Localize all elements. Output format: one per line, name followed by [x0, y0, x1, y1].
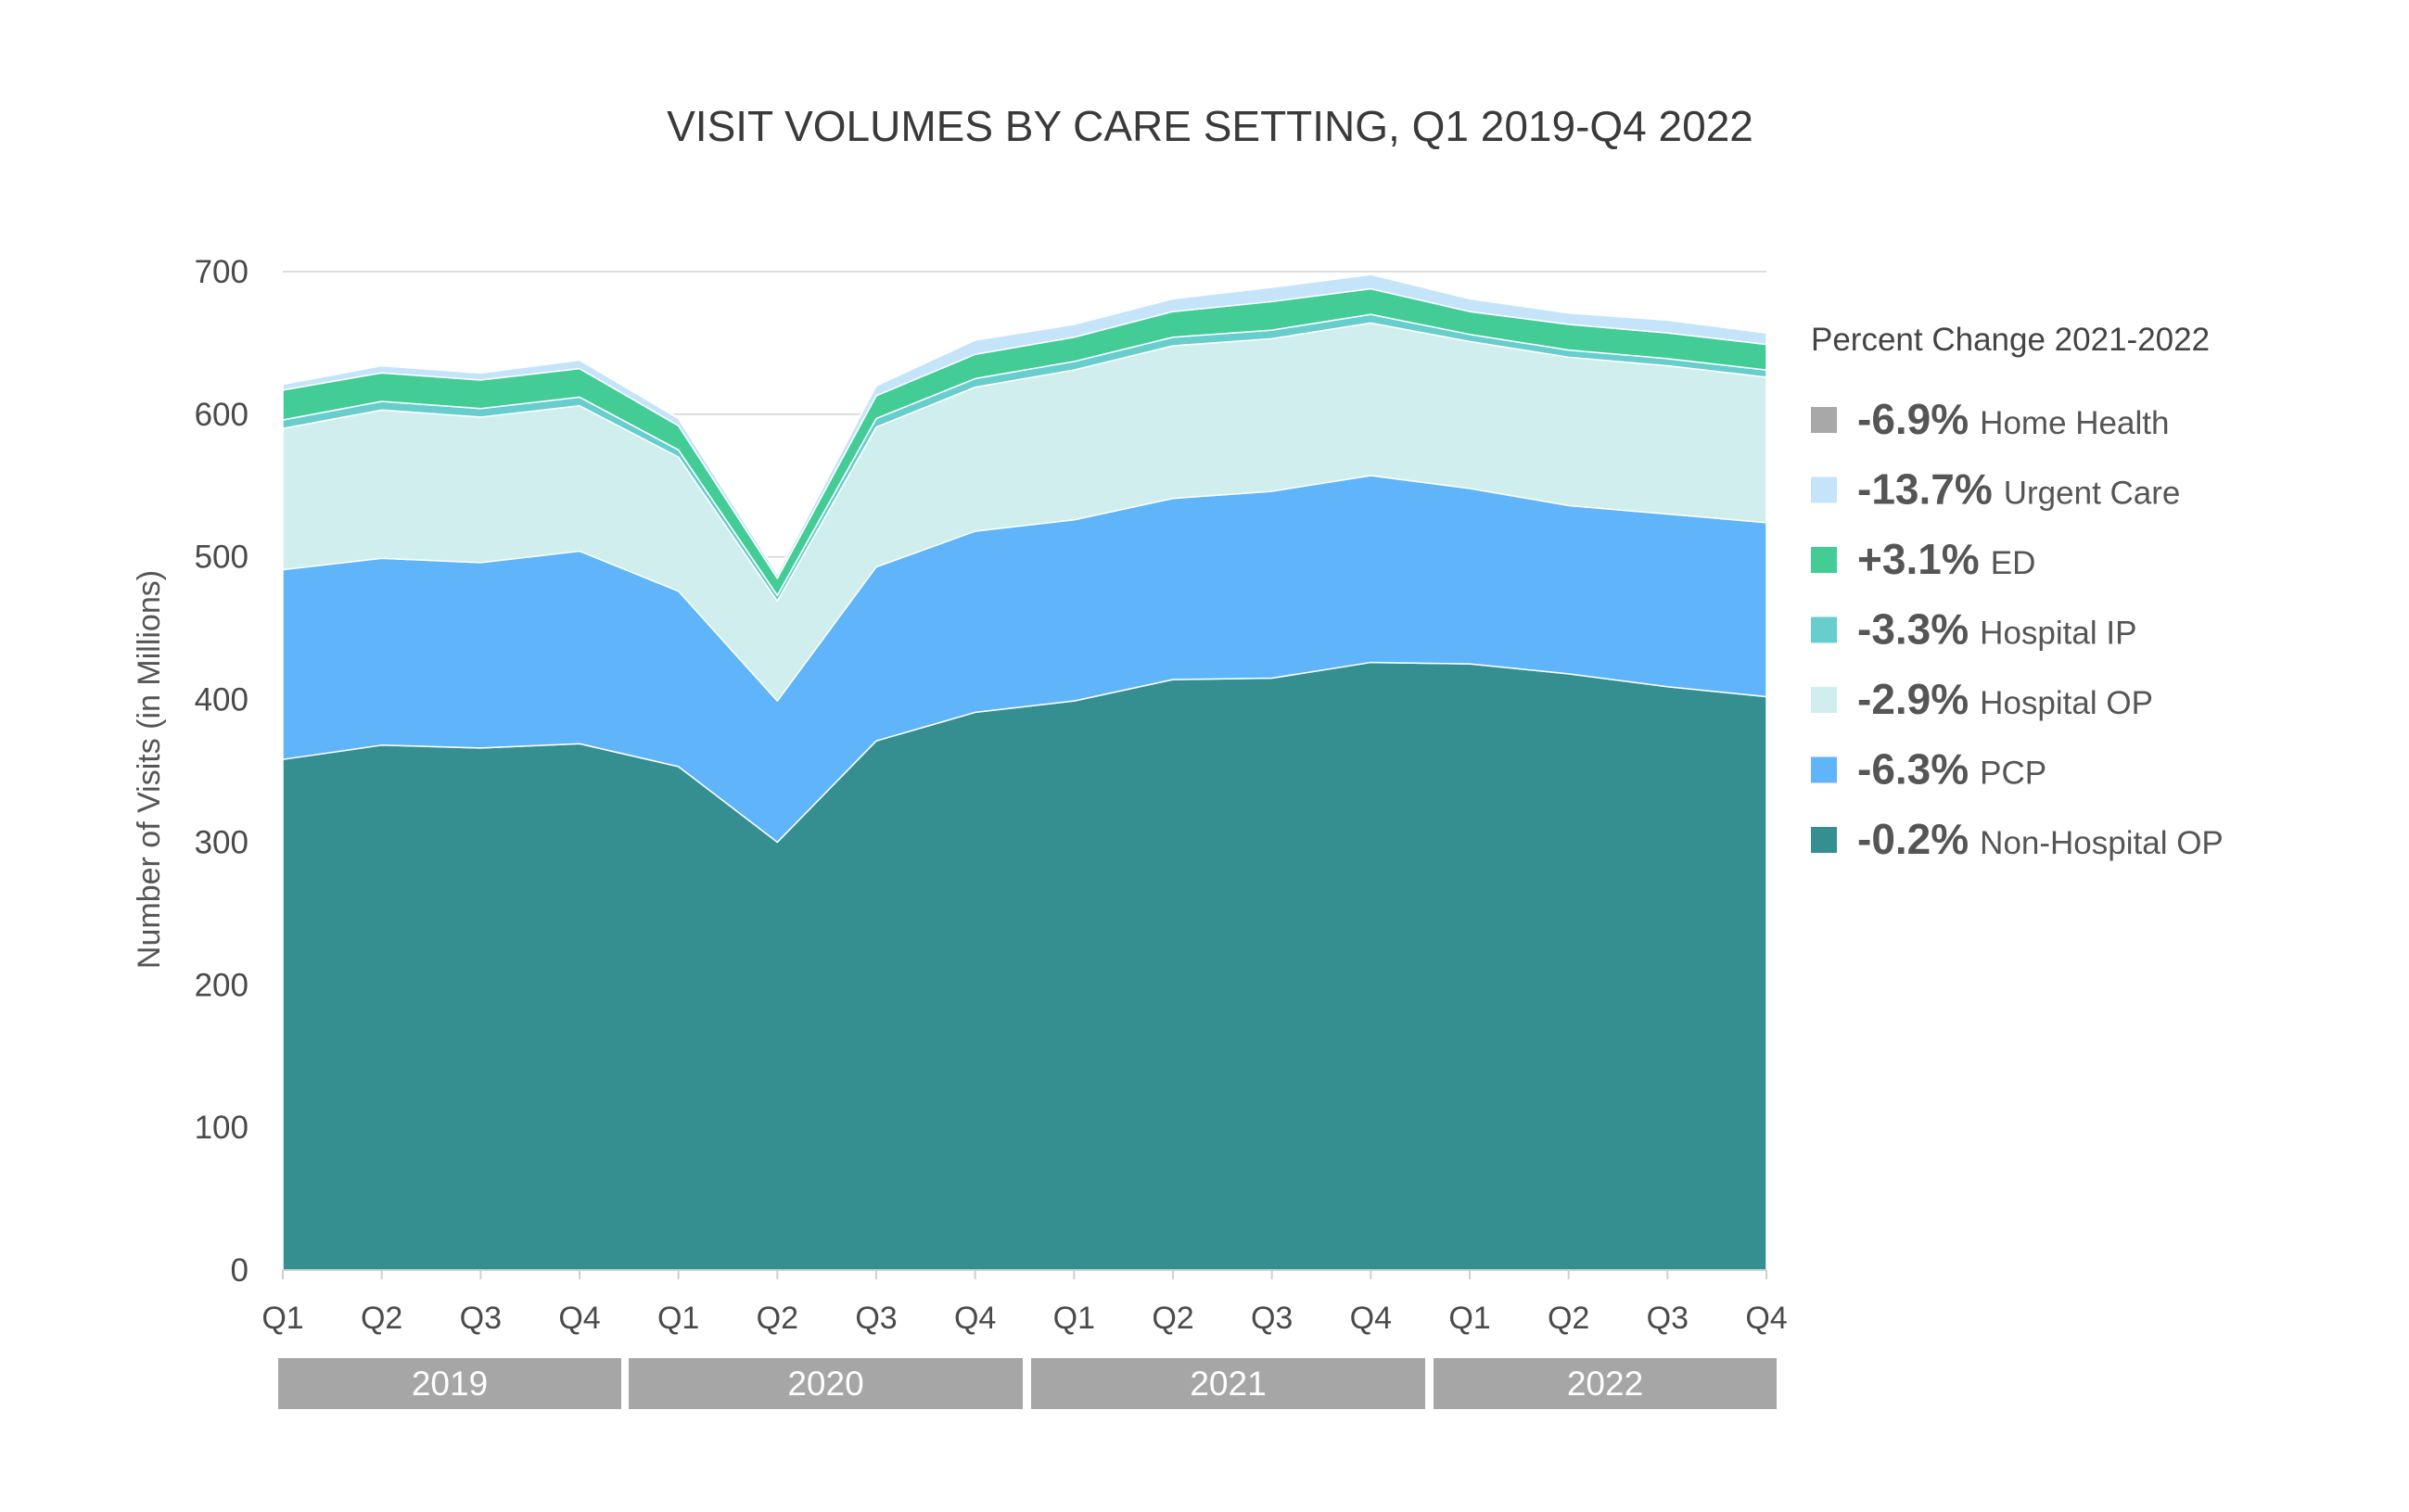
x-tick-label: Q2 — [757, 1301, 798, 1336]
legend-swatch-home-health — [1811, 407, 1837, 433]
x-tick-label: Q1 — [657, 1301, 699, 1336]
year-band — [629, 1358, 1023, 1409]
legend: Percent Change 2021-2022 -6.9% Home Healt… — [1811, 322, 2224, 863]
x-tick-label: Q3 — [1251, 1301, 1293, 1336]
year-label: 2022 — [1567, 1365, 1643, 1403]
y-tick-label: 700 — [195, 254, 249, 290]
x-tick-label: Q1 — [1448, 1301, 1490, 1336]
year-label: 2021 — [1190, 1365, 1266, 1403]
x-tick-label: Q4 — [1350, 1301, 1392, 1336]
legend-swatch-non-hospital-op — [1811, 827, 1837, 853]
y-tick-label: 600 — [195, 397, 249, 433]
x-axis: Q1 Q2 Q3 Q4 Q1 Q2 Q3 Q4 Q1 Q2 Q3 Q4 Q1 Q2 Q3 Q4 — [261, 1269, 1788, 1336]
x-tick-label: Q2 — [1152, 1301, 1193, 1336]
x-tick-label: Q2 — [361, 1301, 402, 1336]
y-tick-label: 100 — [195, 1110, 249, 1146]
legend-swatch-ed — [1811, 547, 1837, 573]
area-home-health — [282, 273, 1767, 575]
legend-entry-home-health: -6.9% Home Health — [1857, 395, 2169, 443]
x-tick-label: Q3 — [855, 1301, 897, 1336]
legend-title: Percent Change 2021-2022 — [1811, 322, 2210, 358]
legend-change-value: -6.9% — [1857, 395, 1969, 443]
x-tick-label: Q3 — [1647, 1301, 1689, 1336]
legend-entry-ed: +3.1% ED — [1857, 535, 2035, 583]
year-label: 2020 — [787, 1365, 863, 1403]
legend-swatch-hospital-ip — [1811, 616, 1837, 643]
year-label: 2019 — [412, 1365, 488, 1403]
legend-change-value: -6.3% — [1857, 745, 1969, 794]
y-tick-label: 300 — [195, 824, 249, 860]
legend-change-value: +3.1% — [1857, 535, 1980, 583]
legend-series-name: Home Health — [1980, 405, 2169, 441]
x-tick-label: Q4 — [954, 1301, 996, 1336]
y-tick-label: 500 — [195, 540, 249, 576]
year-band — [1434, 1358, 1777, 1409]
legend-change-value: -0.2% — [1857, 815, 1969, 863]
x-tick-label: Q4 — [558, 1301, 600, 1336]
legend-change-value: -2.9% — [1857, 675, 1969, 723]
year-bands: 2019 2020 2021 2022 — [278, 1358, 1777, 1409]
legend-entry-hospital-ip: -3.3% Hospital IP — [1857, 605, 2136, 654]
legend-entry-urgent-care: -13.7% Urgent Care — [1857, 465, 2180, 514]
legend-swatch-pcp — [1811, 756, 1837, 783]
legend-swatch-hospital-op — [1811, 687, 1837, 713]
legend-series-name: Hospital OP — [1980, 685, 2153, 721]
area-series-group — [282, 273, 1767, 1271]
x-tick-label: Q2 — [1548, 1301, 1589, 1336]
chart-title: VISIT VOLUMES BY CARE SETTING, Q1 2019-Q… — [667, 102, 1753, 150]
area-non-hospital-op — [282, 661, 1767, 1271]
y-tick-label: 400 — [195, 682, 249, 718]
x-tick-label: Q4 — [1745, 1301, 1787, 1336]
x-tick-label: Q1 — [1053, 1301, 1095, 1336]
legend-change-value: -3.3% — [1857, 605, 1969, 654]
legend-series-name: ED — [1991, 545, 2036, 581]
y-tick-label: 200 — [195, 967, 249, 1003]
y-axis: 0 100 200 300 400 500 600 700 — [195, 254, 249, 1289]
year-band — [278, 1358, 621, 1409]
legend-series-name: Hospital IP — [1980, 616, 2136, 652]
legend-entry-non-hospital-op: -0.2% Non-Hospital OP — [1857, 815, 2224, 863]
legend-series-name: Non-Hospital OP — [1980, 825, 2224, 861]
x-tick-label: Q3 — [460, 1301, 502, 1336]
y-tick-label: 0 — [231, 1252, 249, 1289]
legend-entry-pcp: -6.3% PCP — [1857, 745, 2046, 794]
year-band — [1031, 1358, 1425, 1409]
legend-change-value: -13.7% — [1857, 465, 1993, 514]
legend-entry-hospital-op: -2.9% Hospital OP — [1857, 675, 2153, 723]
legend-series-name: Urgent Care — [2004, 476, 2181, 512]
y-axis-label: Number of Visits (in Millions) — [132, 570, 167, 969]
x-tick-label: Q1 — [261, 1301, 303, 1336]
legend-swatch-urgent-care — [1811, 476, 1837, 503]
legend-series-name: PCP — [1980, 756, 2046, 792]
